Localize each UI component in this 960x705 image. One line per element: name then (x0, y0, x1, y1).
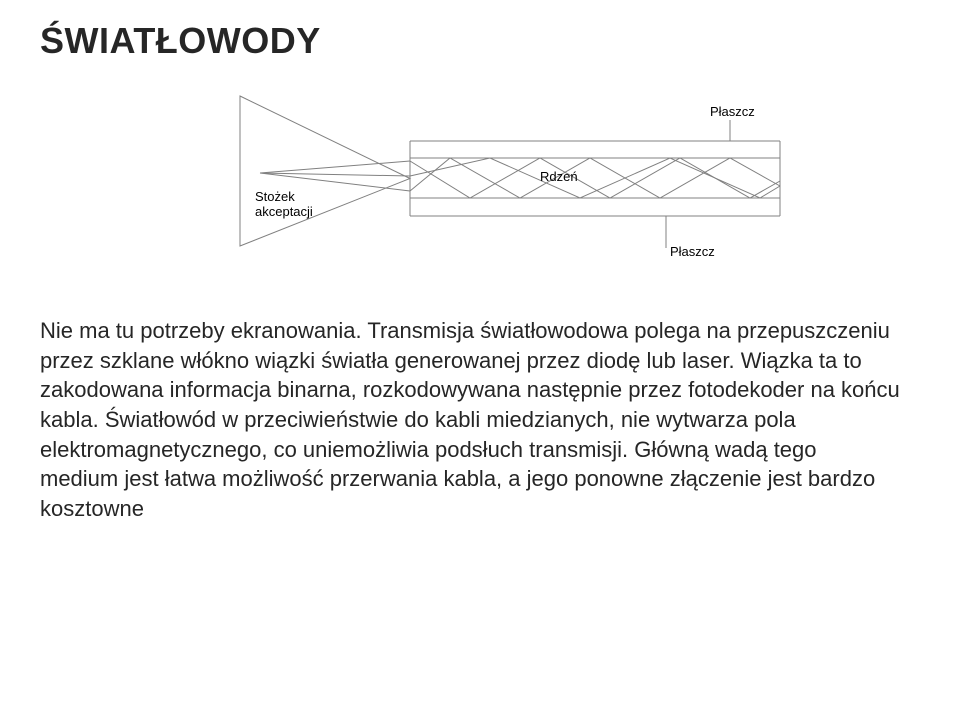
page-title: ŚWIATŁOWODY (40, 20, 920, 62)
body-paragraph: Nie ma tu potrzeby ekranowania. Transmis… (40, 316, 900, 524)
label-core: Rdzeń (540, 169, 578, 184)
label-cladding-top: Płaszcz (710, 104, 755, 119)
fiber-diagram: Płaszcz Rdzeń Stożekakceptacji Płaszcz (240, 86, 800, 286)
slide: ŚWIATŁOWODY Płaszcz Rdzeń Stożekakceptacji… (0, 0, 960, 705)
label-cladding-bottom: Płaszcz (670, 244, 715, 259)
label-acceptance-cone: Stożekakceptacji (255, 189, 313, 219)
